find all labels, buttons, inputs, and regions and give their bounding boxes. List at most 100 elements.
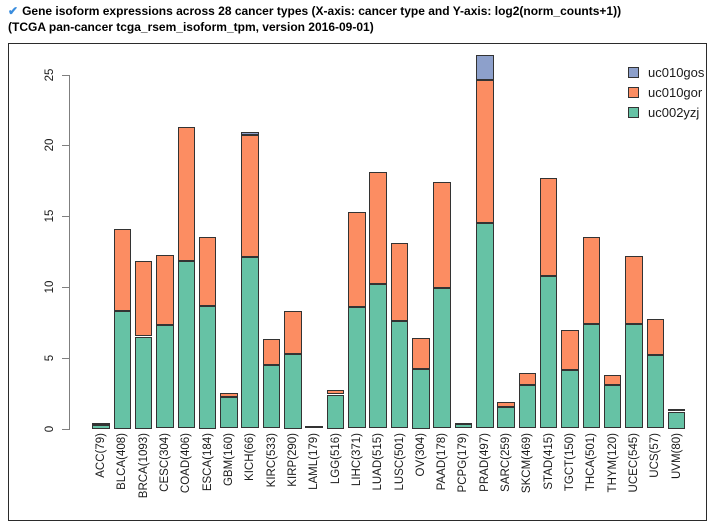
legend-swatch-uc010gos bbox=[628, 66, 639, 78]
bar-segment-uc010gor-esca184 bbox=[198, 237, 217, 306]
bar-segment-uc010gor-paad178 bbox=[433, 182, 451, 289]
bar-segment-uc002yzj-skcm469 bbox=[518, 384, 537, 429]
bar-segment-uc002yzj-paad178 bbox=[433, 288, 451, 429]
y-tick-label: 25 bbox=[44, 68, 56, 81]
bar-segment-uc010gor-thym120 bbox=[603, 374, 622, 385]
bar-segment-uc010gor-skcm469 bbox=[518, 373, 537, 385]
chart-title-line1: ✔ Gene isoform expressions across 28 canc… bbox=[8, 3, 708, 19]
bar-segment-uc002yzj-luad515 bbox=[369, 284, 387, 429]
x-tick-label: KIRC(533) bbox=[265, 433, 278, 488]
x-tick-label: UCEC(545) bbox=[628, 433, 640, 493]
bar-segment-uc010gor-ov304 bbox=[412, 337, 430, 370]
bar-segment-uc010gor-gbm160 bbox=[220, 393, 238, 398]
bar-segment-uc010gor-sarc259 bbox=[497, 401, 515, 408]
chart-title-text: Gene isoform expressions across 28 cance… bbox=[22, 4, 622, 18]
bar-segment-uc010gor-lihc371 bbox=[348, 211, 366, 307]
bar-segment-uc002yzj-stad415 bbox=[539, 275, 558, 429]
x-tick-label: UVM(80) bbox=[670, 433, 683, 480]
legend-item-uc002yzj: uc002yzj bbox=[628, 102, 704, 122]
bar-segment-uc002yzj-coad406 bbox=[177, 261, 196, 429]
bar-segment-uc002yzj-sarc259 bbox=[497, 407, 515, 429]
x-tick-label: KIRP(290) bbox=[286, 433, 299, 487]
bar-segment-uc010gor-prad497 bbox=[476, 80, 494, 224]
bar-segment-uc010gor-kirp290 bbox=[284, 311, 302, 354]
y-tick-label: 10 bbox=[44, 280, 56, 294]
legend-label: uc010gor bbox=[648, 84, 703, 100]
x-tick-label: OV(304) bbox=[414, 433, 427, 477]
bar-segment-uc010gor-thca501 bbox=[582, 237, 601, 324]
bar-segment-uc010gos-prad497 bbox=[476, 55, 494, 81]
y-tick-label: 20 bbox=[44, 138, 56, 152]
x-tick-label: LIHC(371) bbox=[350, 433, 363, 487]
bar-segment-uc010gor-coad406 bbox=[177, 126, 196, 262]
legend-item-uc010gos: uc010gos bbox=[628, 62, 704, 82]
bar-segment-uc010gor-stad415 bbox=[539, 177, 558, 276]
x-tick-label: LUAD(515) bbox=[372, 433, 385, 491]
legend-swatch-uc002yzj bbox=[628, 106, 639, 118]
bar-segment-uc002yzj-pcpg179 bbox=[454, 424, 473, 429]
bar-segment-uc010gor-kirc533 bbox=[262, 339, 281, 365]
bar-segment-uc002yzj-brca1093 bbox=[134, 336, 153, 429]
bar-segment-uc010gor-ucec545 bbox=[625, 255, 643, 324]
x-tick-label: ACC(79) bbox=[95, 433, 107, 478]
chart-title-block: ✔ Gene isoform expressions across 28 canc… bbox=[8, 3, 708, 35]
x-tick-label: GBM(160) bbox=[222, 433, 235, 487]
bar-segment-uc010gor-kich66 bbox=[241, 135, 259, 258]
bar-segment-uc002yzj-ucs57 bbox=[646, 354, 665, 429]
check-icon: ✔ bbox=[8, 4, 19, 18]
bar-segment-uc010gor-blca408 bbox=[113, 228, 132, 311]
bar-segment-uc002yzj-esca184 bbox=[198, 306, 217, 429]
bar-segment-uc010gor-lgg516 bbox=[326, 390, 345, 395]
bar-segment-uc010gos-kich66 bbox=[241, 131, 259, 136]
x-tick-label: PAAD(178) bbox=[436, 433, 449, 491]
bar-segment-uc010gor-luad515 bbox=[369, 172, 387, 285]
bar-segment-uc010gor-uvm80 bbox=[667, 408, 686, 412]
bar-segment-uc010gor-laml179 bbox=[305, 425, 323, 428]
bar-segment-uc002yzj-ucec545 bbox=[625, 323, 643, 429]
bar-segment-uc002yzj-lihc371 bbox=[348, 306, 366, 429]
x-tick-label: STAD(415) bbox=[542, 433, 555, 490]
y-tick-mark bbox=[62, 216, 69, 218]
bar-segment-uc002yzj-thca501 bbox=[582, 323, 601, 429]
y-tick-mark bbox=[62, 357, 69, 359]
x-tick-label: LUSC(501) bbox=[393, 433, 406, 491]
x-tick-label: SARC(259) bbox=[500, 433, 513, 492]
legend-label: uc010gos bbox=[648, 64, 705, 80]
x-tick-label: LGG(516) bbox=[329, 433, 342, 485]
x-tick-label: TGCT(150) bbox=[564, 433, 576, 492]
x-tick-label: LAML(179) bbox=[308, 433, 321, 490]
bar-segment-uc002yzj-lgg516 bbox=[326, 394, 345, 429]
x-tick-label: BLCA(408) bbox=[116, 433, 129, 490]
bar-segment-uc002yzj-thym120 bbox=[603, 384, 622, 429]
bar-segment-uc002yzj-kich66 bbox=[241, 257, 259, 429]
y-tick-label: 0 bbox=[44, 425, 56, 432]
bar-segment-uc010gor-lusc501 bbox=[390, 243, 409, 321]
y-tick-mark bbox=[62, 145, 69, 147]
x-tick-label: THYM(120) bbox=[606, 433, 619, 493]
bar-segment-uc002yzj-kirp290 bbox=[284, 353, 302, 429]
x-tick-label: KICH(66) bbox=[244, 433, 257, 481]
x-tick-label: UCS(57) bbox=[649, 433, 662, 478]
bar-segment-uc002yzj-cesc304 bbox=[156, 325, 174, 429]
x-tick-label: PCPG(179) bbox=[457, 433, 470, 493]
bar-segment-uc010gor-tgct150 bbox=[561, 330, 579, 370]
x-tick-label: ESCA(184) bbox=[201, 433, 214, 492]
legend-label: uc002yzj bbox=[648, 104, 700, 120]
y-tick-mark bbox=[62, 286, 69, 288]
x-tick-label: COAD(406) bbox=[180, 433, 193, 494]
bar-segment-uc002yzj-acc79 bbox=[92, 425, 110, 429]
x-tick-label: BRCA(1093) bbox=[137, 433, 150, 499]
bar-segment-uc002yzj-gbm160 bbox=[220, 397, 238, 429]
bar-segment-uc010gor-ucs57 bbox=[646, 318, 665, 355]
bar-segment-uc010gor-acc79 bbox=[92, 422, 110, 425]
x-tick-label: THCA(501) bbox=[585, 433, 598, 492]
x-tick-label: CESC(304) bbox=[159, 433, 171, 492]
bar-segment-uc002yzj-uvm80 bbox=[667, 411, 686, 429]
x-tick-label: SKCM(469) bbox=[521, 433, 534, 494]
bar-segment-uc002yzj-prad497 bbox=[476, 223, 494, 429]
bar-segment-uc002yzj-lusc501 bbox=[390, 320, 409, 429]
chart-title-line2: (TCGA pan-cancer tcga_rsem_isoform_tpm, … bbox=[8, 20, 374, 34]
bar-segment-uc010gor-brca1093 bbox=[134, 260, 153, 337]
x-tick-label: PRAD(497) bbox=[478, 433, 491, 492]
